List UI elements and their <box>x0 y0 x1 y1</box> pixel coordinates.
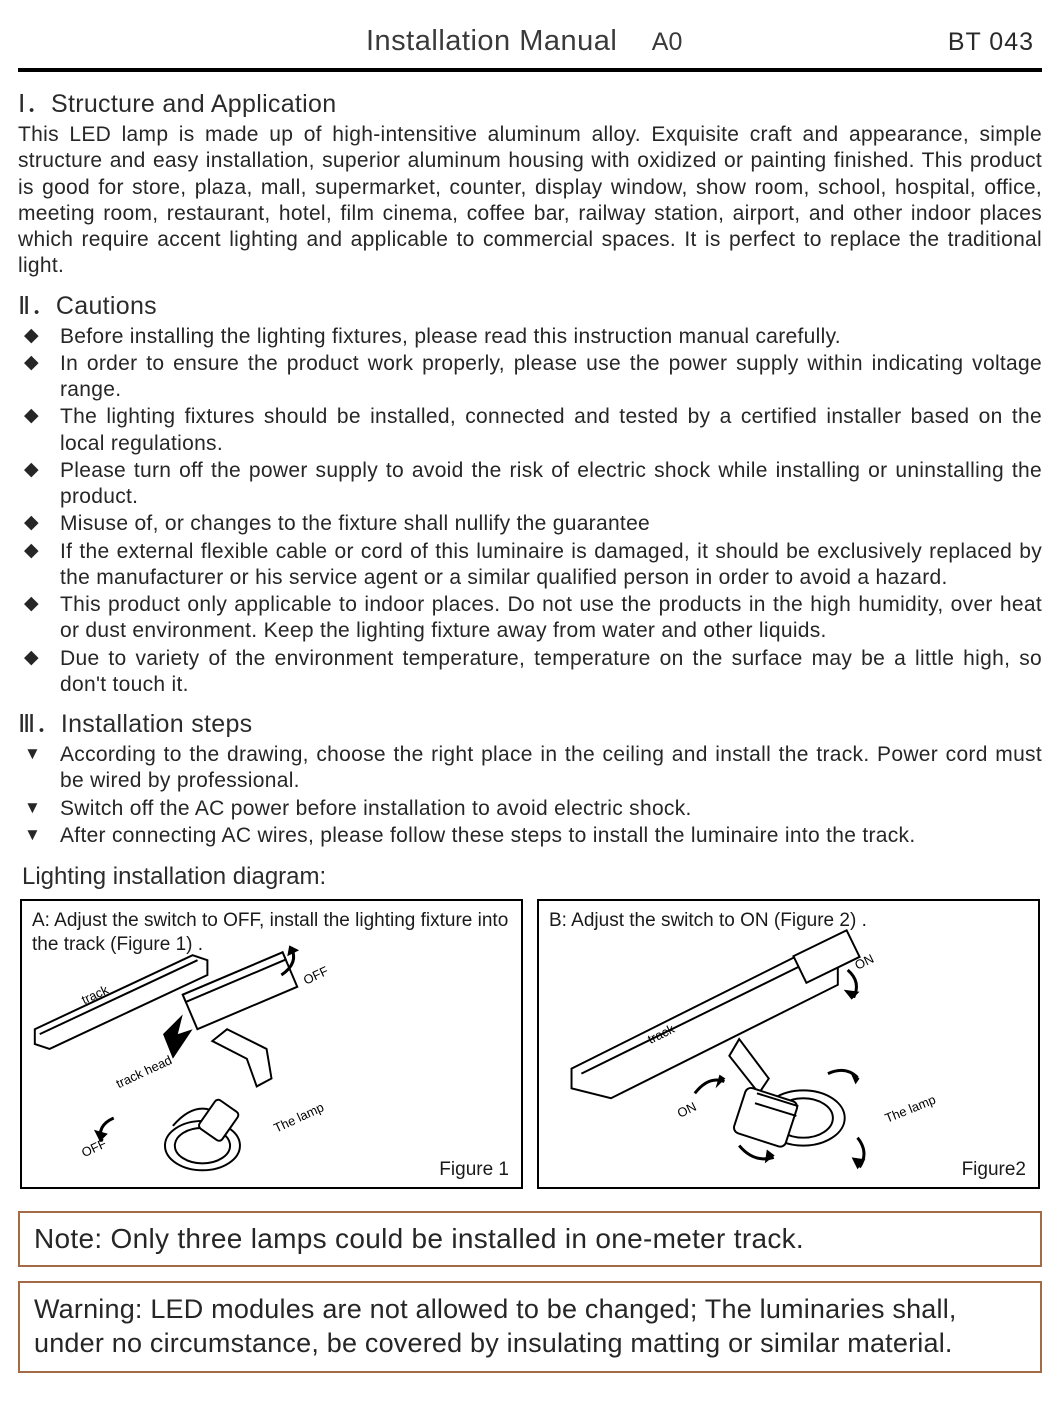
panel-a-diagram: track track head OFF <box>22 901 521 1187</box>
section1-roman: Ⅰ． <box>18 91 51 118</box>
label-off1: OFF <box>301 963 331 987</box>
label-off2: OFF <box>79 1136 109 1160</box>
section2-heading: Ⅱ．Cautions <box>18 286 1042 322</box>
label-lamp-b: The lamp <box>883 1092 938 1126</box>
doc-code: BT 043 <box>948 28 1034 57</box>
caution-item: In order to ensure the product work prop… <box>18 351 1042 404</box>
label-track-head: track head <box>114 1052 175 1091</box>
section2-title: Cautions <box>56 292 157 320</box>
cautions-list: Before installing the lighting fixtures,… <box>18 324 1042 699</box>
step-item: Switch off the AC power before installat… <box>18 796 1042 822</box>
section3-roman: Ⅲ． <box>18 711 61 738</box>
caution-item: Before installing the lighting fixtures,… <box>18 324 1042 350</box>
section1-heading: Ⅰ．Structure and Application <box>18 84 1042 120</box>
label-lamp: The lamp <box>271 1099 326 1135</box>
diagram-panels: A: Adjust the switch to OFF, install the… <box>18 899 1042 1189</box>
rule-top <box>18 68 1042 72</box>
panel-b-diagram: track ON ON <box>539 901 1038 1187</box>
caution-item: This product only applicable to indoor p… <box>18 592 1042 645</box>
doc-title: Installation Manual <box>366 25 617 57</box>
title-block: Installation Manual A0 <box>26 25 682 58</box>
step-item: According to the drawing, choose the rig… <box>18 742 1042 795</box>
steps-list: According to the drawing, choose the rig… <box>18 742 1042 849</box>
step-item: After connecting AC wires, please follow… <box>18 823 1042 849</box>
figure1-label: Figure 1 <box>439 1159 509 1181</box>
panel-b: B: Adjust the switch to ON (Figure 2) . … <box>537 899 1040 1189</box>
diagram-title: Lighting installation diagram: <box>22 863 1042 891</box>
section3-heading: Ⅲ．Installation steps <box>18 704 1042 740</box>
caution-item: The lighting fixtures should be installe… <box>18 404 1042 457</box>
header: Installation Manual A0 BT 043 <box>18 25 1042 64</box>
caution-item: If the external flexible cable or cord o… <box>18 539 1042 592</box>
section3-title: Installation steps <box>61 710 253 738</box>
doc-revision: A0 <box>652 28 683 56</box>
caution-item: Due to variety of the environment temper… <box>18 646 1042 699</box>
warning-box: Warning: LED modules are not allowed to … <box>18 1281 1042 1373</box>
caution-item: Misuse of, or changes to the fixture sha… <box>18 511 1042 537</box>
panel-a: A: Adjust the switch to OFF, install the… <box>20 899 523 1189</box>
figure2-label: Figure2 <box>962 1159 1026 1181</box>
note-box: Note: Only three lamps could be installe… <box>18 1211 1042 1267</box>
label-on2: ON <box>675 1099 699 1121</box>
caution-item: Please turn off the power supply to avoi… <box>18 458 1042 511</box>
section1-title: Structure and Application <box>51 90 336 118</box>
section1-body: This LED lamp is made up of high-intensi… <box>18 122 1042 280</box>
section2-roman: Ⅱ． <box>18 293 56 320</box>
